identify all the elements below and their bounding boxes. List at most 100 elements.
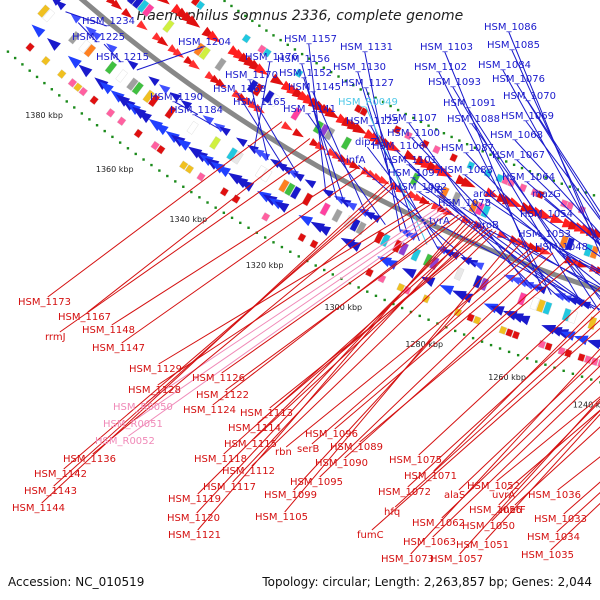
gene-arrow xyxy=(573,335,589,346)
gene-block xyxy=(219,187,229,197)
forward-gene-label: HSM_1156 xyxy=(277,54,330,65)
reverse-label-line xyxy=(550,502,600,551)
reverse-gene-label: HSM_1071 xyxy=(404,471,457,482)
ring-dot xyxy=(366,290,369,293)
gene-arrow xyxy=(403,149,418,161)
ring-dot xyxy=(95,124,99,127)
gene-block xyxy=(78,86,88,97)
forward-label-line xyxy=(307,113,386,226)
ring-dot xyxy=(134,152,137,156)
gene-arrow xyxy=(401,268,417,279)
forward-gene-label: HSM_1234 xyxy=(82,16,135,27)
ring-dot xyxy=(13,56,17,60)
ring-dot xyxy=(247,226,250,229)
ring-dot xyxy=(206,201,209,204)
forward-label-line xyxy=(312,91,368,216)
forward-gene-label: HSM_R0049 xyxy=(338,97,398,108)
forward-label-line xyxy=(511,49,600,246)
ring-dot xyxy=(552,179,556,182)
reverse-label-line xyxy=(514,426,600,506)
gene-arrow xyxy=(460,177,476,188)
gene-arrow xyxy=(158,84,171,95)
gene-arrow xyxy=(509,277,522,285)
ring-dot xyxy=(265,29,268,32)
gene-arrow xyxy=(549,213,565,223)
gene-arrow xyxy=(586,339,600,350)
reverse-gene-label: HSM_1072 xyxy=(378,487,431,498)
gene-block xyxy=(359,107,369,117)
ring-dot xyxy=(489,153,492,156)
forward-label-line xyxy=(544,198,600,245)
forward-label-line xyxy=(485,198,600,277)
ring-dot xyxy=(412,116,415,120)
ring-dot xyxy=(392,302,395,306)
gene-arrow xyxy=(90,30,102,41)
reverse-gene-label: rrmJ xyxy=(45,332,66,343)
reverse-label-line xyxy=(128,209,448,437)
reverse-label-line xyxy=(344,257,569,459)
forward-label-line xyxy=(77,22,98,43)
forward-gene-label: HSM_1106 xyxy=(372,141,425,152)
gene-arrow xyxy=(460,257,473,266)
reverse-gene-label: HSM_1035 xyxy=(521,550,574,561)
ring-dot xyxy=(409,310,413,314)
reverse-gene-label: HSM_1034 xyxy=(527,532,580,543)
ring-dot xyxy=(65,100,68,103)
reverse-label-line xyxy=(491,410,600,522)
gene-arrow xyxy=(188,59,200,70)
gene-block xyxy=(283,182,296,197)
gene-arrow xyxy=(451,290,467,301)
reverse-gene-label: HSM_1122 xyxy=(196,390,249,401)
reverse-gene-label: HSM_1105 xyxy=(255,512,308,523)
forward-label-line xyxy=(544,218,600,257)
ring-dot xyxy=(111,135,114,139)
gene-block xyxy=(83,43,97,58)
gene-block xyxy=(396,282,406,293)
ring-dot xyxy=(497,156,500,160)
reverse-gene-label: HSM_1051 xyxy=(456,540,509,551)
reverse-label-line xyxy=(410,348,600,555)
reverse-gene-label: HSM_1050 xyxy=(462,521,515,532)
forward-label-line xyxy=(194,114,219,129)
ring-dot xyxy=(263,236,267,239)
reverse-gene-label: HSM_1136 xyxy=(63,454,116,465)
gene-arrow xyxy=(106,43,118,54)
ring-dot xyxy=(35,75,39,79)
reverse-gene-label: fumC xyxy=(357,530,384,541)
forward-gene-label: HSM_1069 xyxy=(501,111,554,122)
gene-block xyxy=(105,108,116,118)
reverse-label-line xyxy=(212,214,459,406)
reverse-gene-label: HSM_1073 xyxy=(381,554,434,565)
gene-block xyxy=(468,199,480,214)
gene-block xyxy=(131,81,144,96)
gene-block xyxy=(353,104,363,114)
ring-dot xyxy=(374,96,377,100)
gene-block xyxy=(126,77,139,92)
gene-block xyxy=(156,144,166,155)
forward-gene-label: HSM_1091 xyxy=(443,98,496,109)
reverse-gene-label: HSM_1089 xyxy=(330,442,383,453)
reverse-label-line xyxy=(121,169,368,344)
reverse-gene-label: HSM_1056 xyxy=(469,505,522,516)
forward-gene-label: HSM_1215 xyxy=(96,52,149,63)
forward-label-line xyxy=(559,251,600,273)
ring-dot xyxy=(308,57,311,60)
map-title: Haemophilus somnus 2336, complete genome xyxy=(136,8,464,24)
forward-label-line xyxy=(65,11,107,27)
gene-block xyxy=(392,125,402,135)
gene-block xyxy=(25,42,35,52)
ring-dot xyxy=(544,363,547,366)
gene-arrow xyxy=(489,305,505,316)
gene-block xyxy=(331,208,343,223)
forward-gene-label: HSM_1190 xyxy=(150,92,203,103)
reverse-gene-label: HSM_1075 xyxy=(389,455,442,466)
forward-label-line xyxy=(437,194,596,310)
reverse-gene-label: uvrA xyxy=(492,490,515,501)
ring-dot xyxy=(462,333,466,336)
ring-dot xyxy=(481,150,484,153)
gene-block xyxy=(564,237,575,251)
reverse-label-lines xyxy=(41,121,600,555)
forward-gene-label: HSM_1131 xyxy=(340,42,393,53)
accession-text: Accession: NC_010519 xyxy=(8,575,145,589)
ring-dot xyxy=(314,264,317,267)
